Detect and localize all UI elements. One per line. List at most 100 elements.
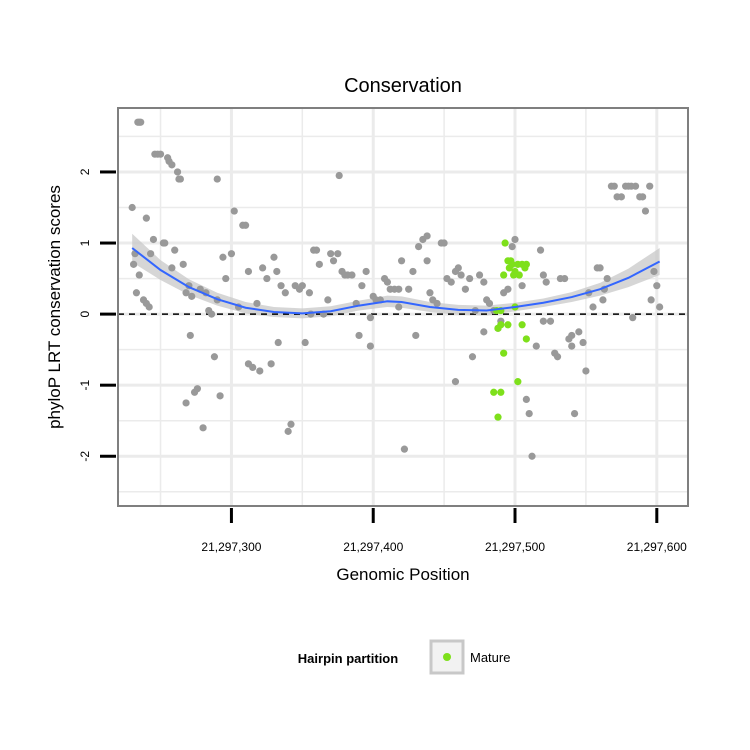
data-point	[275, 339, 282, 346]
data-point	[486, 300, 493, 307]
data-point	[462, 286, 469, 293]
data-point	[358, 282, 365, 289]
data-point	[424, 257, 431, 264]
data-point	[228, 250, 235, 257]
data-point	[476, 271, 483, 278]
mature-point	[506, 264, 513, 271]
data-point	[533, 342, 540, 349]
mature-point	[523, 261, 530, 268]
data-point	[316, 261, 323, 268]
data-point	[282, 289, 289, 296]
plot-panel	[118, 108, 688, 506]
x-tick-label: 21,297,300	[201, 540, 261, 554]
x-tick-label: 21,297,500	[485, 540, 545, 554]
data-point	[509, 243, 516, 250]
data-point	[441, 239, 448, 246]
data-point	[211, 353, 218, 360]
data-point	[180, 261, 187, 268]
data-point	[208, 311, 215, 318]
data-point	[543, 279, 550, 286]
data-point	[604, 275, 611, 282]
data-point	[426, 289, 433, 296]
data-point	[395, 286, 402, 293]
data-point	[568, 332, 575, 339]
data-point	[395, 303, 402, 310]
data-point	[528, 453, 535, 460]
mature-point	[501, 239, 508, 246]
data-point	[480, 328, 487, 335]
data-point	[259, 264, 266, 271]
data-point	[561, 275, 568, 282]
x-axis-title: Genomic Position	[336, 565, 469, 584]
y-tick-label: 2	[78, 168, 92, 175]
x-tick-label: 21,297,400	[343, 540, 403, 554]
data-point	[424, 232, 431, 239]
data-point	[133, 289, 140, 296]
data-point	[480, 279, 487, 286]
x-axis: 21,297,300 21,297,400 21,297,500 21,297,600	[201, 508, 687, 554]
data-point	[216, 392, 223, 399]
data-point	[412, 332, 419, 339]
data-point	[646, 183, 653, 190]
data-point	[448, 279, 455, 286]
data-point	[270, 254, 277, 261]
y-axis-title: phyloP LRT conservation scores	[45, 185, 64, 429]
data-point	[277, 282, 284, 289]
data-point	[177, 175, 184, 182]
legend: Hairpin partition Mature	[298, 641, 511, 673]
data-point	[219, 254, 226, 261]
data-point	[130, 261, 137, 268]
y-tick-label: -2	[78, 451, 92, 462]
data-point	[568, 342, 575, 349]
data-point	[540, 318, 547, 325]
data-point	[409, 268, 416, 275]
mature-point	[504, 321, 511, 328]
data-point	[656, 303, 663, 310]
mature-point	[514, 378, 521, 385]
mature-point	[500, 350, 507, 357]
chart-title: Conservation	[344, 75, 462, 97]
data-point	[363, 268, 370, 275]
data-point	[287, 421, 294, 428]
data-point	[405, 286, 412, 293]
data-point	[433, 300, 440, 307]
data-point	[398, 257, 405, 264]
data-point	[129, 204, 136, 211]
data-point	[143, 300, 150, 307]
data-point	[571, 410, 578, 417]
data-point	[327, 250, 334, 257]
data-point	[537, 247, 544, 254]
data-point	[367, 342, 374, 349]
data-point	[313, 247, 320, 254]
data-point	[214, 175, 221, 182]
data-point	[150, 236, 157, 243]
data-point	[469, 353, 476, 360]
data-point	[642, 207, 649, 214]
data-point	[194, 385, 201, 392]
data-point	[168, 264, 175, 271]
legend-label-mature: Mature	[470, 650, 510, 665]
data-point	[504, 286, 511, 293]
data-point	[168, 161, 175, 168]
data-point	[554, 353, 561, 360]
legend-key-mature-dot	[443, 653, 451, 661]
data-point	[188, 293, 195, 300]
x-tick-label: 21,297,600	[627, 540, 687, 554]
data-point	[263, 275, 270, 282]
data-point	[285, 428, 292, 435]
data-point	[187, 332, 194, 339]
data-point	[596, 264, 603, 271]
data-point	[547, 318, 554, 325]
data-point	[256, 367, 263, 374]
data-point	[540, 271, 547, 278]
data-point	[415, 243, 422, 250]
data-point	[324, 296, 331, 303]
data-point	[526, 410, 533, 417]
mature-point	[523, 335, 530, 342]
data-point	[330, 257, 337, 264]
data-point	[639, 193, 646, 200]
data-point	[242, 222, 249, 229]
mature-point	[494, 325, 501, 332]
data-point	[589, 303, 596, 310]
mature-point	[510, 271, 517, 278]
